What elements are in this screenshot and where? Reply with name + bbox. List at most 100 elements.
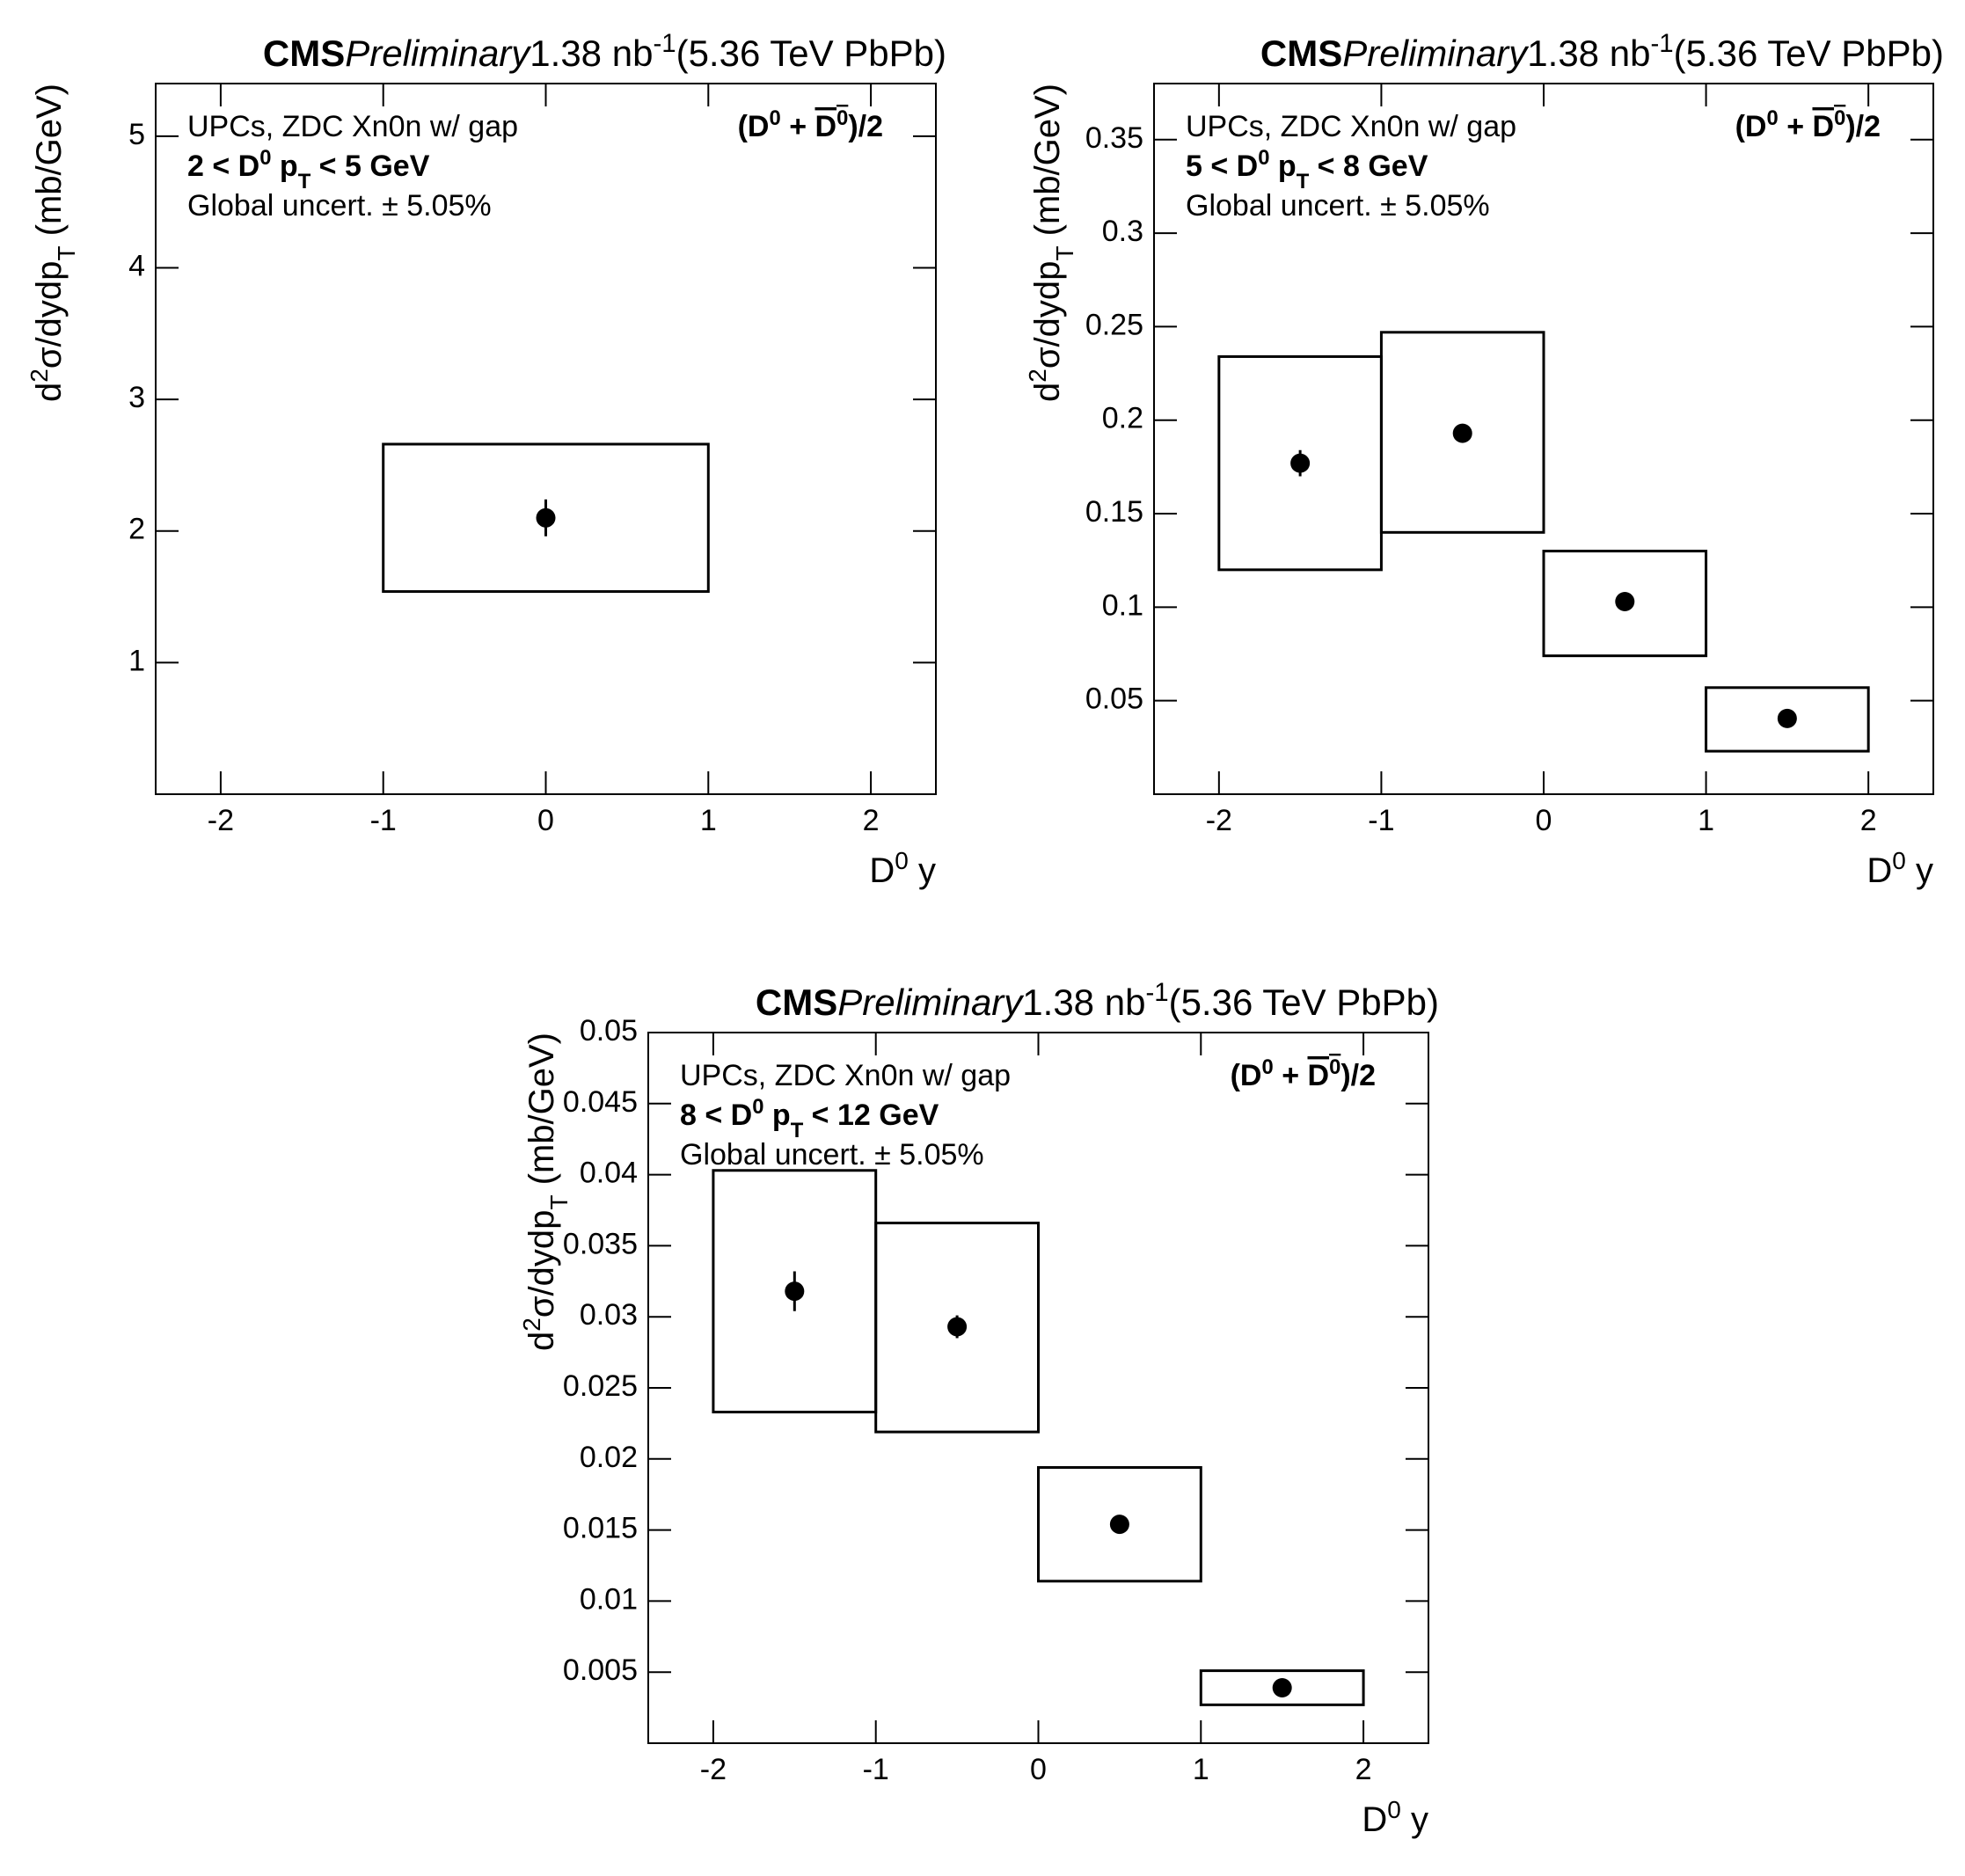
text-part: 8 < D bbox=[680, 1099, 752, 1132]
y-tick-label: 0.015 bbox=[563, 1512, 638, 1545]
text-part: (mb/GeV) bbox=[522, 1033, 561, 1194]
systematic-box bbox=[1705, 686, 1870, 753]
text-part: 0 bbox=[752, 1095, 763, 1119]
x-tick-label: 0 bbox=[1536, 804, 1552, 837]
chart-title: CMSPreliminary1.38 nb-1(5.36 TeV PbPb) bbox=[263, 29, 946, 75]
systematic-box bbox=[1542, 550, 1708, 658]
text-part: p bbox=[271, 150, 297, 183]
text-part: + bbox=[1274, 1059, 1308, 1092]
data-point bbox=[1272, 1677, 1292, 1697]
text-part: (5.36 TeV PbPb) bbox=[676, 33, 946, 74]
text-part: D bbox=[1308, 1059, 1330, 1092]
text-part: y bbox=[1906, 851, 1933, 890]
y-tick-label: 0.05 bbox=[1085, 683, 1143, 716]
text-part: (mb/GeV) bbox=[1028, 84, 1067, 245]
text-part: Preliminary bbox=[837, 982, 1025, 1023]
x-tick-label: 1 bbox=[700, 804, 717, 837]
text-part: )/2 bbox=[848, 110, 883, 143]
text-part: 0 bbox=[1258, 146, 1269, 170]
text-part: 1.38 nb bbox=[1527, 33, 1650, 74]
annotation: (D0 + D0)/2 bbox=[1231, 1055, 1376, 1093]
y-tick-label: 0.1 bbox=[1102, 588, 1143, 622]
text-part: T bbox=[1297, 170, 1310, 193]
text-part: 2 bbox=[518, 1318, 545, 1332]
text-part: 0 bbox=[1767, 106, 1779, 130]
data-point bbox=[947, 1317, 968, 1337]
text-part: (D bbox=[1231, 1059, 1262, 1092]
systematic-box bbox=[1037, 1465, 1202, 1583]
annotation: 5 < D0 pT < 8 GeV bbox=[1186, 146, 1428, 193]
y-tick-label: 0.04 bbox=[580, 1157, 638, 1190]
text-part: (mb/GeV) bbox=[30, 84, 69, 245]
text-part: D bbox=[815, 110, 837, 143]
text-part: D bbox=[869, 851, 895, 890]
y-tick-label: 0.045 bbox=[563, 1085, 638, 1119]
x-tick-label: 1 bbox=[1698, 804, 1714, 837]
text-part: y bbox=[1401, 1800, 1428, 1839]
text-part: 0 bbox=[836, 106, 848, 130]
annotation: UPCs, ZDC Xn0n w/ gap bbox=[187, 110, 518, 143]
text-part: 0 bbox=[770, 106, 781, 130]
text-part: 0 bbox=[1262, 1055, 1274, 1079]
y-axis-label: d2σ/dydpT (mb/GeV) bbox=[1024, 84, 1078, 402]
text-part: (5.36 TeV PbPb) bbox=[1169, 982, 1439, 1023]
x-tick-label: -2 bbox=[700, 1753, 727, 1786]
data-point bbox=[785, 1281, 805, 1302]
systematic-box bbox=[1379, 331, 1545, 534]
chart-title: CMSPreliminary1.38 nb-1(5.36 TeV PbPb) bbox=[1260, 29, 1944, 75]
text-part: D bbox=[1813, 110, 1835, 143]
data-point bbox=[1452, 423, 1472, 443]
x-tick-label: -2 bbox=[1206, 804, 1232, 837]
text-part: + bbox=[781, 110, 815, 143]
annotation: UPCs, ZDC Xn0n w/ gap bbox=[680, 1059, 1011, 1092]
y-tick-label: 0.2 bbox=[1102, 402, 1143, 435]
data-point bbox=[1615, 591, 1635, 611]
annotation: (D0 + D0)/2 bbox=[738, 106, 883, 144]
text-part: 0 bbox=[1329, 1055, 1340, 1079]
text-part: + bbox=[1779, 110, 1813, 143]
x-axis-label: D0 y bbox=[1362, 1796, 1428, 1840]
text-part: CMS bbox=[756, 982, 837, 1023]
text-part: σ/dydp bbox=[1028, 261, 1067, 369]
text-part: (5.36 TeV PbPb) bbox=[1674, 33, 1944, 74]
text-part: -1 bbox=[1145, 978, 1168, 1007]
text-part: D bbox=[1866, 851, 1892, 890]
x-tick-label: 0 bbox=[537, 804, 554, 837]
text-part: 0 bbox=[1387, 1796, 1401, 1823]
x-tick-label: 0 bbox=[1030, 1753, 1047, 1786]
annotation: 8 < D0 pT < 12 GeV bbox=[680, 1095, 939, 1142]
text-part: Preliminary bbox=[1342, 33, 1530, 74]
systematic-box bbox=[382, 442, 710, 594]
x-tick-label: 2 bbox=[1860, 804, 1877, 837]
text-part: 2 bbox=[26, 369, 53, 383]
y-tick-label: 0.01 bbox=[580, 1582, 638, 1616]
text-part: (D bbox=[1735, 110, 1767, 143]
text-part: σ/dydp bbox=[522, 1210, 561, 1318]
y-tick-label: 0.035 bbox=[563, 1227, 638, 1260]
x-tick-label: 1 bbox=[1193, 1753, 1209, 1786]
systematic-box bbox=[1199, 1669, 1365, 1706]
text-part: T bbox=[53, 245, 80, 260]
text-part: y bbox=[909, 851, 936, 890]
text-part: 0 bbox=[259, 146, 271, 170]
y-tick-label: 0.005 bbox=[563, 1653, 638, 1687]
text-part: d bbox=[522, 1332, 561, 1351]
text-part: CMS bbox=[1260, 33, 1342, 74]
text-part: CMS bbox=[263, 33, 345, 74]
text-part: < 5 GeV bbox=[310, 150, 429, 183]
text-part: (D bbox=[738, 110, 770, 143]
text-part: 2 bbox=[1024, 369, 1051, 383]
text-part: -1 bbox=[653, 29, 676, 58]
y-tick-label: 0.025 bbox=[563, 1369, 638, 1403]
x-axis-label: D0 y bbox=[1866, 847, 1933, 891]
x-tick-label: -1 bbox=[1368, 804, 1394, 837]
text-part: D bbox=[1362, 1800, 1387, 1839]
annotation: Global uncert. ± 5.05% bbox=[187, 189, 492, 223]
y-tick-label: 0.02 bbox=[580, 1441, 638, 1474]
text-part: T bbox=[545, 1194, 573, 1209]
text-part: 2 < D bbox=[187, 150, 259, 183]
y-tick-label: 5 bbox=[128, 118, 145, 151]
text-part: Preliminary bbox=[345, 33, 532, 74]
